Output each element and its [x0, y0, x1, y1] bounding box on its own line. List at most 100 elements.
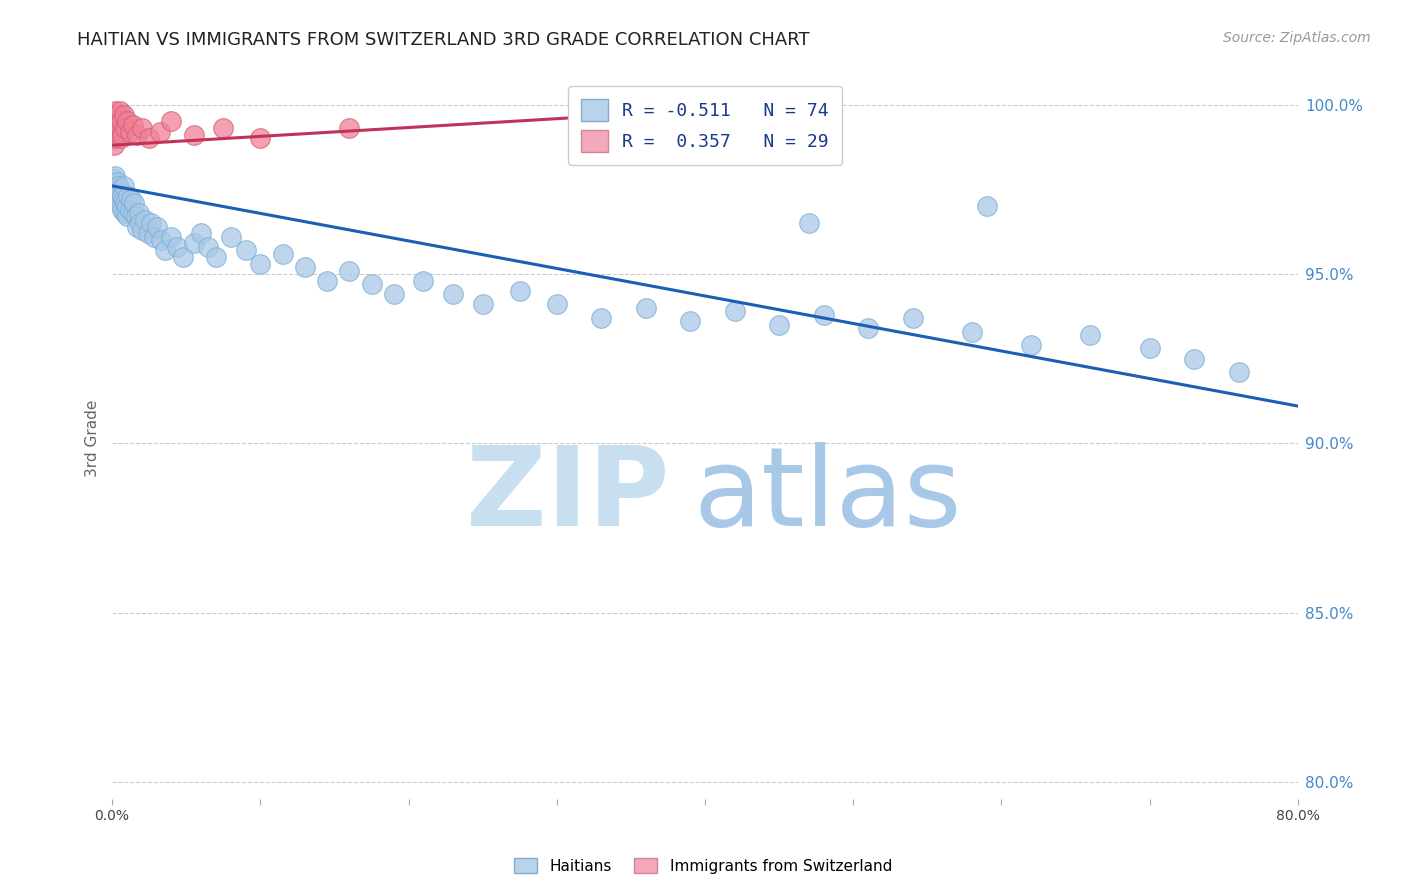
Y-axis label: 3rd Grade: 3rd Grade	[86, 400, 100, 477]
Point	[271, 246, 294, 260]
Point	[316, 274, 339, 288]
Point	[111, 189, 134, 203]
Point	[108, 195, 131, 210]
Text: Source: ZipAtlas.com: Source: ZipAtlas.com	[1223, 31, 1371, 45]
Point	[112, 193, 135, 207]
Point	[121, 118, 143, 132]
Legend: R = -0.511   N = 74, R =  0.357   N = 29: R = -0.511 N = 74, R = 0.357 N = 29	[568, 87, 842, 165]
Point	[155, 244, 177, 258]
Point	[142, 229, 165, 244]
Point	[104, 169, 127, 183]
Point	[212, 121, 235, 136]
Point	[124, 195, 146, 210]
Point	[1182, 351, 1205, 366]
Point	[103, 138, 125, 153]
Point	[103, 186, 125, 200]
Point	[219, 229, 242, 244]
Point	[125, 210, 148, 224]
Point	[118, 202, 141, 217]
Point	[110, 186, 132, 200]
Point	[107, 121, 129, 136]
Point	[1139, 342, 1161, 356]
Point	[129, 216, 152, 230]
Point	[114, 121, 136, 136]
Point	[172, 250, 194, 264]
Text: ZIP: ZIP	[465, 442, 669, 549]
Point	[104, 104, 127, 119]
Point	[134, 212, 156, 227]
Point	[105, 189, 128, 203]
Point	[679, 314, 702, 328]
Point	[118, 125, 141, 139]
Point	[104, 131, 127, 145]
Point	[768, 318, 790, 332]
Point	[856, 321, 879, 335]
Point	[105, 111, 128, 125]
Point	[103, 172, 125, 186]
Point	[441, 287, 464, 301]
Point	[546, 297, 568, 311]
Point	[117, 189, 139, 203]
Point	[127, 219, 149, 234]
Point	[160, 114, 183, 128]
Point	[131, 223, 153, 237]
Point	[337, 263, 360, 277]
Point	[183, 128, 205, 142]
Point	[108, 118, 131, 132]
Point	[120, 193, 142, 207]
Point	[148, 125, 170, 139]
Point	[108, 182, 131, 196]
Point	[110, 199, 132, 213]
Point	[136, 227, 159, 241]
Point	[107, 193, 129, 207]
Point	[139, 216, 162, 230]
Point	[360, 277, 382, 292]
Point	[111, 128, 134, 142]
Point	[797, 216, 820, 230]
Point	[115, 210, 138, 224]
Point	[112, 178, 135, 193]
Point	[121, 206, 143, 220]
Point	[235, 244, 257, 258]
Point	[249, 257, 271, 271]
Point	[115, 114, 138, 128]
Point	[114, 195, 136, 210]
Point	[205, 250, 228, 264]
Point	[145, 219, 167, 234]
Point	[190, 227, 212, 241]
Text: atlas: atlas	[693, 442, 962, 549]
Point	[471, 297, 494, 311]
Point	[127, 128, 149, 142]
Point	[183, 236, 205, 251]
Point	[901, 310, 924, 325]
Point	[103, 121, 125, 136]
Point	[111, 202, 134, 217]
Point	[128, 206, 150, 220]
Point	[1227, 365, 1250, 379]
Point	[110, 131, 132, 145]
Point	[138, 131, 160, 145]
Point	[294, 260, 316, 275]
Point	[150, 233, 173, 247]
Point	[107, 178, 129, 193]
Point	[509, 284, 531, 298]
Point	[197, 240, 219, 254]
Point	[115, 199, 138, 213]
Point	[412, 274, 434, 288]
Text: HAITIAN VS IMMIGRANTS FROM SWITZERLAND 3RD GRADE CORRELATION CHART: HAITIAN VS IMMIGRANTS FROM SWITZERLAND 3…	[77, 31, 810, 49]
Point	[337, 121, 360, 136]
Point	[813, 308, 835, 322]
Point	[104, 118, 127, 132]
Point	[591, 310, 613, 325]
Point	[131, 121, 153, 136]
Point	[976, 199, 998, 213]
Point	[104, 182, 127, 196]
Point	[108, 104, 131, 119]
Point	[166, 240, 188, 254]
Point	[105, 125, 128, 139]
Point	[105, 176, 128, 190]
Point	[160, 229, 183, 244]
Legend: Haitians, Immigrants from Switzerland: Haitians, Immigrants from Switzerland	[508, 852, 898, 880]
Point	[591, 108, 613, 122]
Point	[960, 325, 983, 339]
